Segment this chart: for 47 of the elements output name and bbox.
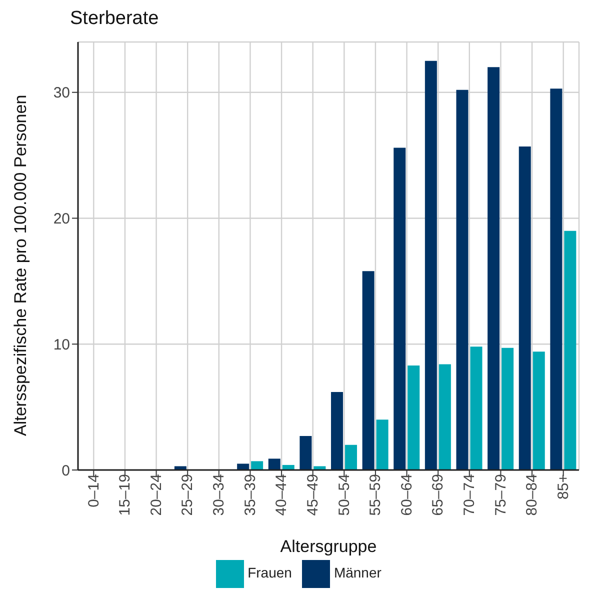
y-tick-label: 0 bbox=[62, 462, 70, 480]
x-tick-label: 30–34 bbox=[210, 474, 228, 516]
x-tick-label: 40–44 bbox=[273, 474, 290, 516]
bar bbox=[174, 466, 186, 470]
x-tick-label: 35–39 bbox=[242, 474, 259, 516]
bar bbox=[300, 436, 312, 470]
x-tick-label: 65–69 bbox=[430, 474, 447, 516]
legend-label: Männer bbox=[334, 564, 382, 581]
bar bbox=[564, 230, 576, 470]
x-tick-label: 55–59 bbox=[367, 474, 384, 516]
y-tick-label: 20 bbox=[53, 210, 70, 228]
y-axis-title: Altersspezifische Rate pro 100.000 Personen bbox=[11, 94, 30, 436]
chart-title: Sterberate bbox=[70, 8, 160, 31]
y-tick-label: 10 bbox=[53, 336, 70, 354]
x-tick-label: 80–84 bbox=[524, 474, 541, 516]
x-tick-label: 15–19 bbox=[116, 474, 134, 516]
x-tick-label: 45–49 bbox=[304, 474, 322, 516]
bar bbox=[408, 366, 420, 470]
legend-label: Frauen bbox=[248, 564, 292, 581]
bar bbox=[456, 90, 468, 470]
bar bbox=[376, 420, 388, 470]
x-tick-label: 70–74 bbox=[461, 474, 478, 516]
x-tick-label: 85+ bbox=[554, 474, 572, 500]
bar bbox=[345, 444, 358, 470]
y-tick-label: 30 bbox=[53, 84, 70, 102]
x-tick-label: 60–64 bbox=[398, 474, 416, 516]
bar bbox=[488, 67, 500, 470]
x-tick-label: 75–79 bbox=[492, 474, 510, 516]
bar bbox=[550, 88, 562, 470]
bar bbox=[331, 392, 344, 470]
x-tick-label: 0–14 bbox=[85, 474, 102, 508]
x-axis-title: Altersgruppe bbox=[280, 537, 377, 556]
bar bbox=[438, 364, 451, 470]
x-tick-label: 25–29 bbox=[179, 474, 196, 516]
bar bbox=[518, 146, 531, 470]
bar bbox=[532, 352, 545, 470]
bar bbox=[424, 60, 437, 470]
x-tick-label: 20–24 bbox=[148, 474, 165, 516]
bar bbox=[314, 466, 326, 470]
bar bbox=[502, 348, 514, 470]
bar bbox=[268, 458, 280, 470]
bar bbox=[394, 148, 406, 470]
bar bbox=[470, 346, 482, 470]
bar bbox=[237, 464, 250, 470]
bar bbox=[251, 461, 264, 470]
x-tick-label: 50–54 bbox=[336, 474, 353, 516]
bar bbox=[362, 271, 374, 470]
